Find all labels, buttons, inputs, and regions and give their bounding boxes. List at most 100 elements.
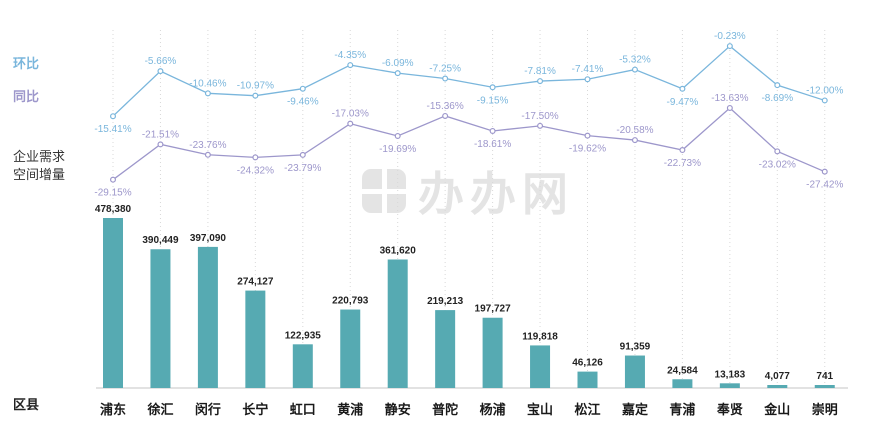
percent-label: -0.23% xyxy=(714,31,746,42)
percent-label: -27.42% xyxy=(806,180,843,191)
bar-value-label: 119,818 xyxy=(522,331,558,342)
line-marker xyxy=(537,78,544,85)
line-marker xyxy=(299,85,306,92)
line-marker xyxy=(252,92,259,99)
percent-label: -9.47% xyxy=(667,97,699,108)
category-label: 普陀 xyxy=(432,402,458,417)
percent-label: -10.46% xyxy=(189,78,226,89)
category-label: 浦东 xyxy=(100,402,126,417)
category-label: 徐汇 xyxy=(146,402,173,417)
bar xyxy=(103,218,123,388)
percent-label: -4.35% xyxy=(334,50,366,61)
bar-value-label: 197,727 xyxy=(475,304,512,315)
percent-label: -24.32% xyxy=(237,165,274,176)
percent-label: -13.63% xyxy=(711,93,748,104)
category-label: 黄浦 xyxy=(337,402,363,417)
line-marker xyxy=(584,76,591,83)
bar-value-label: 220,793 xyxy=(332,296,369,307)
percent-label: -23.02% xyxy=(759,159,796,170)
bar-value-label: 274,127 xyxy=(237,277,274,288)
bar-value-label: 390,449 xyxy=(142,235,179,246)
bar-value-label: 741 xyxy=(816,371,833,382)
percent-label: -7.25% xyxy=(429,63,461,74)
percent-label: -5.66% xyxy=(145,56,177,67)
bar xyxy=(340,309,361,388)
percent-label: -5.32% xyxy=(619,55,651,66)
percent-label: -10.97% xyxy=(237,81,274,92)
percent-label: -17.50% xyxy=(521,111,558,122)
line-marker xyxy=(489,127,496,134)
line-marker xyxy=(347,62,354,69)
y-axis-title: 企业需求 空间增量 xyxy=(13,148,65,184)
percent-label: -9.15% xyxy=(477,95,509,106)
category-label: 奉贤 xyxy=(716,402,743,417)
legend-huanbi-label: 环比 xyxy=(13,56,40,71)
category-label: 金山 xyxy=(763,402,790,417)
bar-value-label: 478,380 xyxy=(95,204,132,215)
category-label: 松江 xyxy=(574,402,600,417)
percent-label: -20.58% xyxy=(616,125,653,136)
bar xyxy=(292,344,313,388)
line-marker xyxy=(821,168,828,175)
bar-value-label: 91,359 xyxy=(620,342,651,353)
bar xyxy=(387,259,408,388)
bar xyxy=(482,317,503,388)
bar-value-label: 397,090 xyxy=(190,233,227,244)
percent-label: -15.36% xyxy=(427,101,464,112)
bar xyxy=(719,383,740,388)
series-line-huanbi xyxy=(112,45,825,117)
percent-label: -29.15% xyxy=(94,188,131,199)
line-marker xyxy=(157,141,164,148)
category-label: 嘉定 xyxy=(621,402,648,417)
line-marker xyxy=(679,147,686,154)
category-label: 崇明 xyxy=(812,402,838,417)
line-marker xyxy=(679,85,686,92)
bar-value-label: 4,077 xyxy=(765,371,790,382)
percent-label: -23.79% xyxy=(284,163,321,174)
line-marker xyxy=(347,120,354,127)
category-label: 静安 xyxy=(385,402,411,417)
line-marker xyxy=(394,132,401,139)
y-axis-title-line2: 空间增量 xyxy=(13,167,66,182)
line-marker xyxy=(109,113,116,120)
line-marker xyxy=(204,151,211,158)
percent-label: -7.81% xyxy=(524,66,556,77)
percent-label: -19.69% xyxy=(379,144,416,155)
bar xyxy=(197,246,218,388)
line-marker xyxy=(774,148,781,155)
percent-label: -8.69% xyxy=(761,93,793,104)
line-marker xyxy=(537,122,544,129)
percent-label: -19.62% xyxy=(569,144,606,155)
bar-value-label: 361,620 xyxy=(380,245,417,256)
percent-label: -22.73% xyxy=(664,158,701,169)
percent-label: -18.61% xyxy=(474,139,511,150)
bar xyxy=(624,355,645,388)
bar-value-label: 13,183 xyxy=(715,369,746,380)
line-marker xyxy=(157,68,164,75)
line-marker xyxy=(726,43,733,50)
bar xyxy=(530,345,551,388)
line-marker xyxy=(774,82,781,89)
line-marker xyxy=(109,176,116,183)
line-marker xyxy=(252,154,259,161)
line-marker xyxy=(821,97,828,104)
x-axis-title: 区县 xyxy=(13,397,40,412)
percent-label: -6.09% xyxy=(382,58,414,69)
category-label: 杨浦 xyxy=(480,402,506,417)
line-marker xyxy=(204,90,211,97)
percent-label: -9.46% xyxy=(287,97,319,108)
bar-value-label: 122,935 xyxy=(285,330,322,341)
bar xyxy=(435,310,456,388)
category-label: 虹口 xyxy=(290,402,316,417)
y-axis-title-line1: 企业需求 xyxy=(13,149,66,164)
percent-label: -12.00% xyxy=(806,85,843,96)
line-marker xyxy=(394,70,401,77)
line-marker xyxy=(584,132,591,139)
percent-label: -7.41% xyxy=(572,64,604,75)
line-marker xyxy=(442,112,449,119)
category-label: 长宁 xyxy=(242,402,268,417)
bar-value-label: 24,584 xyxy=(667,365,698,376)
line-marker xyxy=(631,137,638,144)
percent-label: -23.76% xyxy=(189,140,226,151)
bar xyxy=(577,371,598,388)
